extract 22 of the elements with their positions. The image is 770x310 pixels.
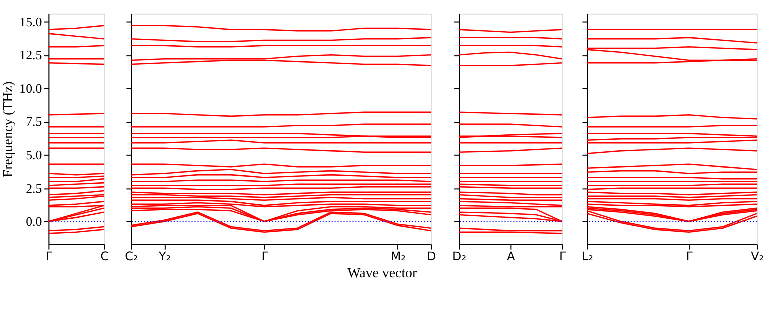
y-tick-label: 5.0: [26, 148, 42, 163]
y-tick-label: 10.0: [20, 80, 42, 96]
y-tick-label: 7.5: [26, 114, 42, 130]
y-tick-label: 0.0: [26, 214, 42, 230]
y-tick-label: 2.5: [26, 180, 42, 196]
x-tick-label: A: [507, 250, 516, 264]
x-tick-label: C₂: [125, 250, 138, 264]
x-tick-label: Γ: [46, 250, 53, 264]
x-tick-label: Y₂: [158, 250, 172, 264]
x-tick-label: M₂: [390, 250, 406, 264]
x-tick-label: L₂: [582, 250, 594, 264]
x-tick-label: Γ: [686, 250, 694, 264]
x-axis-title: Wave vector: [348, 266, 418, 282]
y-axis-title: Frequency (THz): [2, 81, 17, 178]
y-tick-label: 15.0: [20, 14, 42, 30]
x-tick-label: Γ: [560, 250, 567, 264]
x-tick-label: Γ: [262, 250, 269, 264]
x-tick-label: D₂: [452, 250, 467, 264]
x-tick-label: C: [100, 250, 109, 264]
y-tick-label: 12.5: [20, 48, 42, 63]
x-tick-label: D: [427, 250, 436, 264]
x-tick-label: V₂: [751, 250, 764, 264]
